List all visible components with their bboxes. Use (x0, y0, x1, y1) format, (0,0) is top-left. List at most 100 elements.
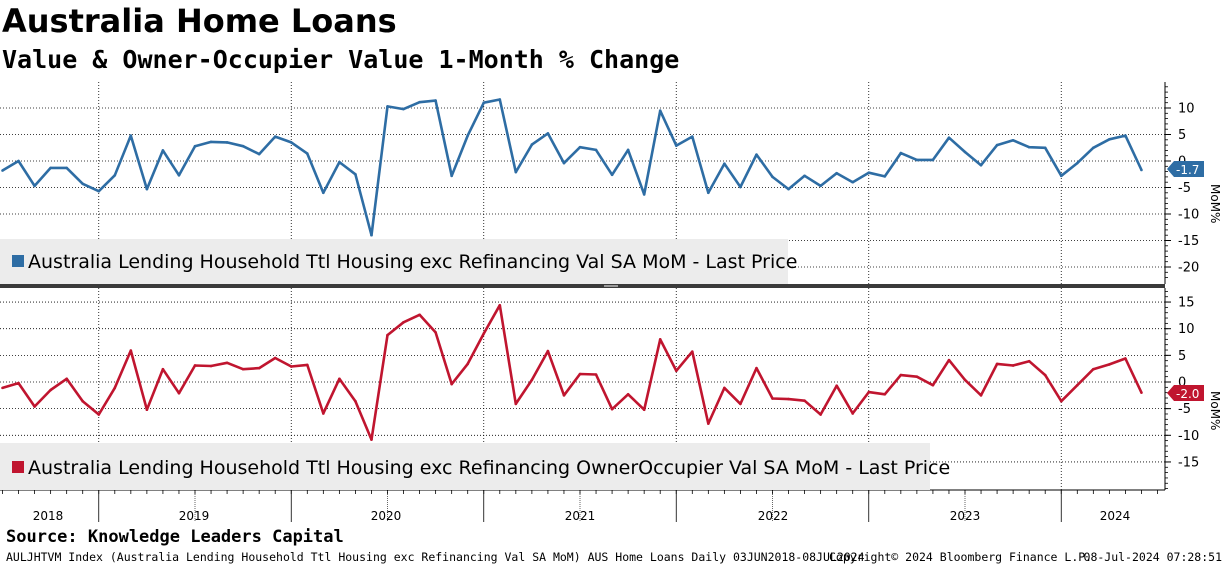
data-point (723, 162, 726, 165)
legend-swatch (12, 461, 24, 473)
data-point (305, 363, 309, 367)
data-point (626, 148, 630, 152)
data-point (402, 321, 405, 324)
data-point (466, 362, 470, 366)
y-tick-label: -20 (1178, 261, 1199, 276)
data-point (97, 413, 101, 416)
data-point (995, 143, 999, 147)
data-point (1011, 364, 1015, 367)
data-point (81, 399, 85, 403)
data-point (1011, 139, 1015, 142)
data-point (658, 109, 662, 112)
data-point (193, 364, 197, 367)
data-point (883, 392, 887, 396)
data-point (562, 394, 566, 397)
y-tick-label: 5 (1178, 349, 1186, 364)
data-point (835, 171, 838, 175)
last-value-badge-top (1167, 161, 1204, 177)
data-point (771, 397, 774, 400)
y-tick-label: 10 (1178, 102, 1195, 117)
data-point (498, 303, 502, 307)
data-point (1108, 137, 1111, 141)
data-point (241, 144, 245, 148)
data-point (514, 402, 518, 406)
data-point (835, 384, 838, 388)
legend-box (0, 239, 788, 284)
data-point (979, 163, 983, 167)
data-point (931, 158, 935, 162)
x-tick-label: 2023 (950, 509, 981, 523)
data-point (690, 135, 694, 138)
data-point (707, 422, 710, 425)
data-point (322, 191, 325, 195)
data-point (995, 362, 999, 366)
y-tick-label: 5 (1178, 128, 1186, 143)
legend-boxes (0, 239, 930, 490)
data-point (450, 174, 453, 178)
y-tick-label: 0 (1178, 376, 1186, 391)
y-tick-label: -10 (1178, 208, 1199, 223)
data-point (562, 161, 566, 165)
last-value-label-bottom: -2.0 (1176, 387, 1199, 401)
data-point (338, 160, 341, 164)
data-point (97, 189, 101, 193)
data-point (1108, 363, 1111, 366)
data-point (434, 99, 437, 102)
legend-box (0, 443, 930, 490)
data-point (915, 375, 919, 378)
data-point (65, 166, 68, 170)
data-point (739, 402, 742, 406)
data-point (49, 388, 52, 392)
data-point (610, 173, 614, 177)
x-tick-label: 2020 (371, 509, 402, 523)
data-point (1, 169, 4, 172)
legend-bottom-label: Australia Lending Household Ttl Housing … (28, 457, 950, 479)
x-tick-label: 2018 (33, 509, 64, 523)
source-note: Source: Knowledge Leaders Capital (6, 527, 344, 547)
data-point (1027, 359, 1031, 363)
data-point (177, 174, 181, 177)
data-point (707, 191, 710, 195)
series-line (1, 98, 1143, 237)
data-point (674, 369, 678, 373)
data-point (225, 361, 229, 365)
data-point (386, 105, 389, 108)
data-point (289, 365, 293, 368)
data-point (418, 313, 421, 317)
data-point (33, 405, 36, 408)
panel-separator (0, 284, 1165, 288)
series-lines (1, 98, 1143, 441)
data-point (803, 174, 806, 178)
data-point (514, 170, 518, 174)
data-point (225, 141, 229, 144)
data-point (209, 364, 213, 368)
legend-top-label: Australia Lending Household Ttl Housing … (28, 251, 797, 273)
data-point (546, 349, 550, 353)
data-point (787, 187, 790, 191)
chart-subtitle: Value & Owner-Occupier Value 1-Month % C… (2, 45, 680, 74)
data-point (867, 171, 871, 174)
data-point (1043, 146, 1047, 150)
data-point (915, 158, 919, 162)
data-point (33, 184, 36, 188)
axes (0, 82, 1171, 522)
data-point (370, 438, 373, 441)
data-point (594, 148, 598, 152)
data-point (867, 390, 871, 394)
data-point (1092, 146, 1095, 150)
data-point (145, 187, 149, 191)
data-point (450, 382, 453, 386)
data-point (1140, 168, 1143, 172)
data-point (129, 349, 133, 352)
y-tick-label: -5 (1178, 181, 1191, 196)
footer-ticker-line: AULJHTVM Index (Australia Lending Househ… (6, 550, 865, 564)
data-point (1059, 174, 1063, 178)
y-tick-label: -5 (1178, 402, 1191, 417)
data-point (354, 172, 357, 176)
data-point (851, 180, 855, 184)
y-tick-label: -15 (1178, 234, 1199, 249)
data-point (546, 132, 550, 135)
data-point (979, 394, 983, 397)
data-point (498, 98, 502, 101)
